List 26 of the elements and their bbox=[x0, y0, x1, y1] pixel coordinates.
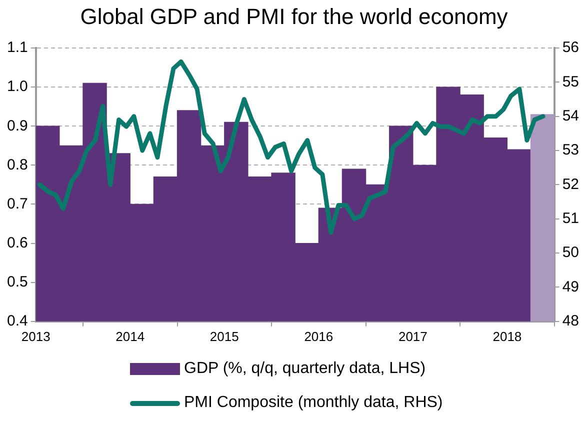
y-tick-label: 0.5 bbox=[6, 273, 28, 290]
y2-tick-label: 52 bbox=[562, 176, 580, 193]
y2-tick-label: 55 bbox=[562, 73, 580, 90]
y2-tick-label: 56 bbox=[562, 39, 580, 56]
y2-tick-label: 51 bbox=[562, 210, 580, 228]
y-tick-label: 0.9 bbox=[6, 117, 28, 134]
y2-tick-label: 48 bbox=[562, 312, 580, 330]
legend-label: GDP (%, q/q, quarterly data, LHS) bbox=[184, 360, 426, 378]
y-tick-label: 0.7 bbox=[6, 195, 28, 212]
x-tick-label: 2015 bbox=[210, 328, 239, 344]
y2-tick-label: 54 bbox=[562, 107, 580, 124]
x-tick-label: 2018 bbox=[492, 328, 522, 344]
y2-tick-label: 50 bbox=[562, 244, 580, 262]
y-tick-label: 1.1 bbox=[6, 39, 28, 56]
x-tick-label: 2016 bbox=[304, 328, 334, 344]
y-tick-label: 0.8 bbox=[6, 156, 28, 174]
y2-tick-label: 53 bbox=[562, 142, 580, 159]
x-tick-label: 2014 bbox=[116, 328, 145, 344]
x-tick-label: 2017 bbox=[398, 328, 428, 344]
y2-tick-label: 49 bbox=[562, 278, 580, 296]
y-tick-label: 1.0 bbox=[6, 78, 28, 96]
chart-title: Global GDP and PMI for the world economy bbox=[79, 4, 509, 30]
legend-label: PMI Composite (monthly data, RHS) bbox=[184, 394, 443, 412]
x-tick-label: 2013 bbox=[21, 328, 50, 344]
y-tick-label: 0.6 bbox=[6, 234, 28, 252]
y-tick-label: 0.4 bbox=[6, 312, 28, 330]
